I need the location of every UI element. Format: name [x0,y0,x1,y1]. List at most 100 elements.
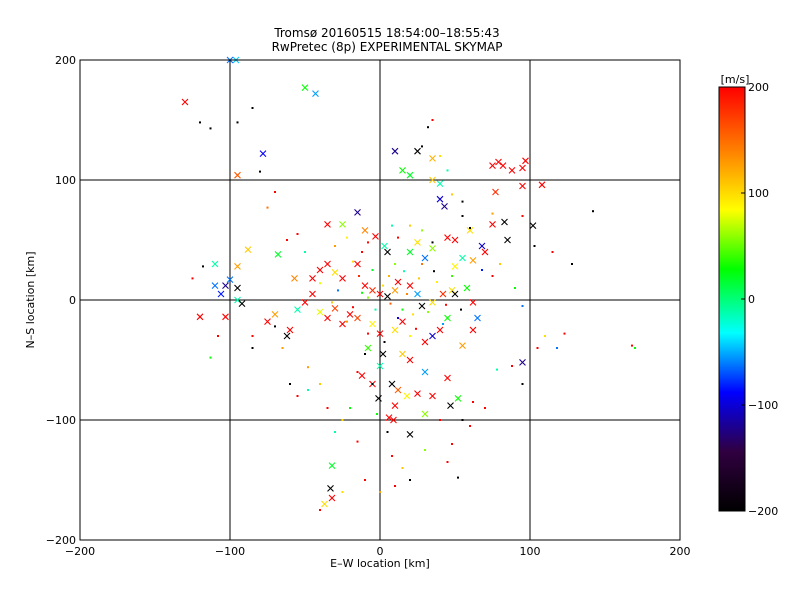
dot-marker [406,293,408,295]
dot-marker [469,227,471,229]
colorbar-tick-label: −200 [748,505,778,518]
dot-marker [446,169,449,172]
dot-marker [521,215,524,217]
cross-marker [331,305,339,312]
dot-marker [391,455,393,457]
x-tick-label: −200 [65,545,95,558]
grid [80,60,680,540]
dot-marker [418,277,420,280]
dot-marker [397,317,399,319]
dot-marker [409,335,411,337]
cross-marker [327,485,334,492]
dot-marker [424,449,426,451]
cross-marker [436,180,444,187]
dot-marker [251,335,254,337]
dot-marker [451,443,453,445]
dot-marker [511,365,513,367]
dot-marker [514,287,516,289]
cross-marker [459,342,466,349]
cross-marker [324,314,331,322]
cross-marker [364,344,372,352]
dot-marker [431,241,434,244]
dot-marker [356,440,359,443]
cross-marker [331,269,339,276]
cross-marker [391,147,399,155]
cross-marker [234,296,241,304]
y-tick-label: 100 [55,174,76,187]
dot-marker [461,215,464,217]
cross-marker [538,181,546,189]
cross-marker [312,90,319,97]
dot-marker [358,275,360,277]
cross-marker [429,155,436,162]
cross-marker [451,236,459,244]
cross-marker [346,311,354,318]
cross-marker [226,276,234,283]
colorbar-tick-label: 0 [748,293,755,306]
dot-marker [409,224,411,227]
x-tick-label: −100 [215,545,245,558]
cross-marker [222,282,229,289]
cross-marker [478,242,486,250]
cross-marker [469,326,477,334]
chart-subtitle: RwPretec (8p) EXPERIMENTAL SKYMAP [272,40,503,54]
cross-marker [406,431,414,438]
cross-marker [414,290,421,298]
dot-marker [436,281,438,283]
dot-marker [556,347,558,349]
colorbar-tick-label: 100 [748,187,769,200]
dot-marker [364,353,366,355]
dot-marker [361,251,363,253]
cross-marker [316,308,324,316]
dot-marker [266,206,269,209]
cross-marker [283,332,291,340]
cross-marker [376,362,384,370]
dot-marker [251,347,254,349]
cross-marker [321,500,328,508]
dot-marker [352,306,354,309]
cross-marker [385,414,393,421]
dot-marker [274,191,276,193]
cross-marker [354,260,361,268]
cross-marker [466,227,474,234]
dot-marker [367,296,369,299]
cross-marker [441,203,448,210]
dot-marker [334,245,336,247]
cross-marker [339,221,346,228]
dot-marker [379,491,381,493]
cross-marker [222,313,229,321]
cross-marker [399,350,406,358]
cross-marker [234,284,241,292]
cross-marker [181,98,189,106]
dot-marker [209,127,212,130]
cross-marker [436,195,444,203]
dot-marker [289,383,291,385]
cross-marker [388,380,396,388]
cross-marker [244,246,252,253]
cross-marker [354,209,361,216]
dot-marker [236,121,239,124]
dot-marker [251,107,254,109]
cross-marker [414,147,421,155]
dot-marker [439,155,441,157]
dot-marker [364,479,366,481]
dot-marker [341,419,344,421]
cross-marker [301,299,309,306]
cross-marker [259,150,267,157]
cross-marker [324,260,331,268]
dot-marker [394,485,396,487]
cross-marker [399,318,406,325]
cross-marker [217,290,225,298]
cross-marker [399,167,406,174]
dot-marker [433,270,435,273]
dot-marker [376,413,378,415]
axis-ticks: −200 −100 0 100 200 −200 −100 0 100 200 [46,54,691,558]
dot-marker [191,277,194,280]
dot-marker [496,368,498,371]
dot-marker [367,332,369,335]
cross-marker [421,410,429,418]
cross-marker [451,290,459,298]
cross-marker [379,350,387,358]
cross-marker [499,162,507,169]
dot-marker [209,356,212,359]
